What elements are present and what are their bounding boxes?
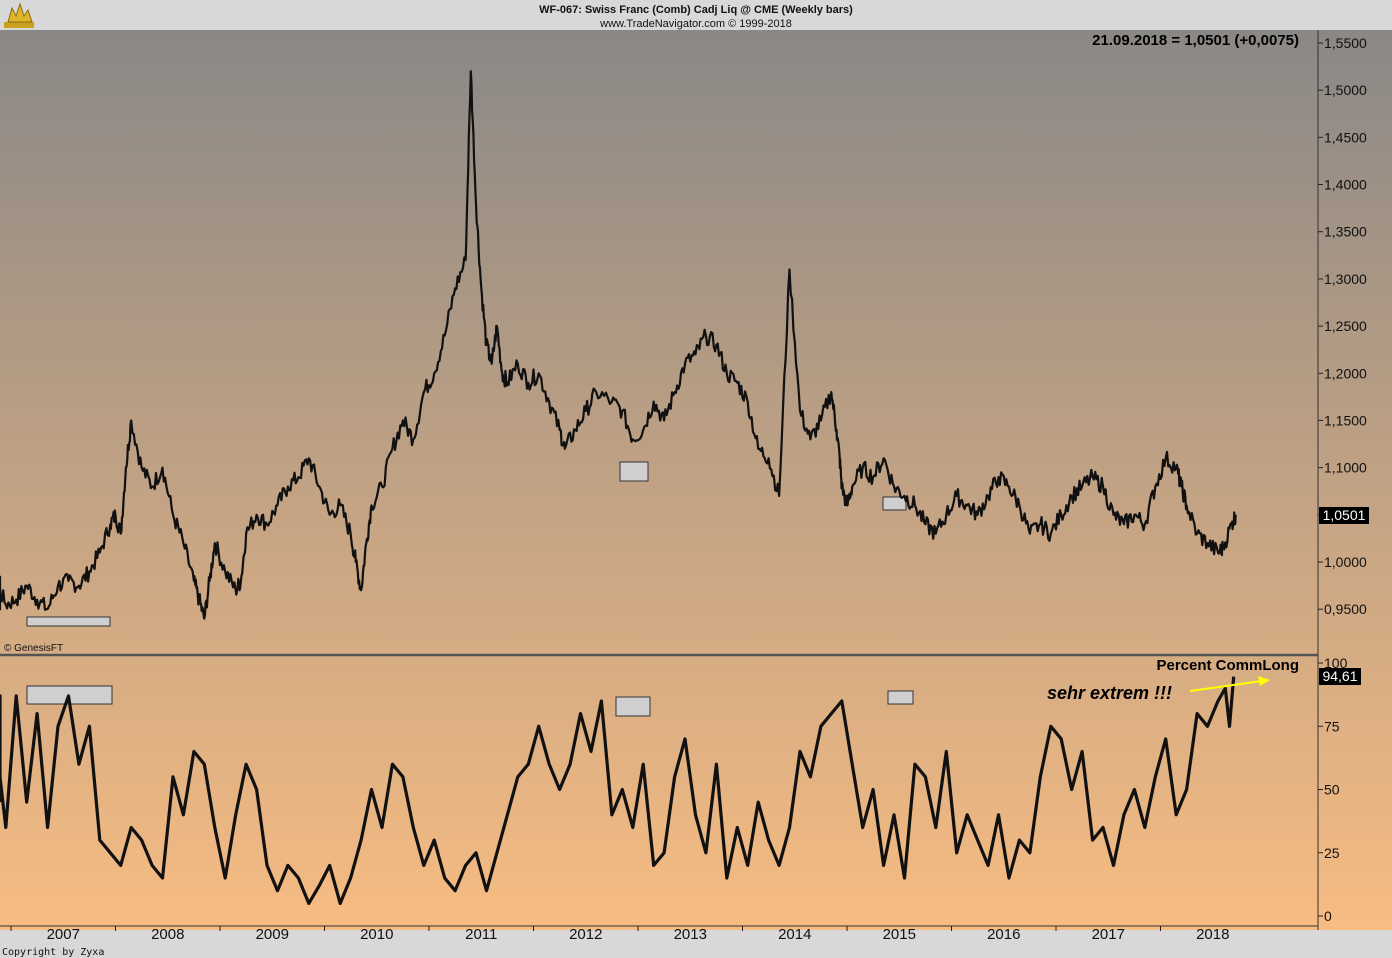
price-tick-label: 1,3500 <box>1324 224 1367 240</box>
x-tick-label: 2009 <box>256 926 289 943</box>
price-series <box>0 70 1237 620</box>
indicator-last-value: 94,61 <box>1322 668 1357 684</box>
chart-title: WF-067: Swiss Franc (Comb) Cadj Liq @ CM… <box>539 4 853 16</box>
indicator-tick-label: 0 <box>1324 908 1332 924</box>
x-tick-label: 2011 <box>465 926 497 943</box>
annotation-arrow-head-icon <box>1258 676 1270 686</box>
marker-box <box>615 696 651 717</box>
price-scale-background <box>1318 30 1392 930</box>
price-last-value-badge: 1,0501 <box>1319 507 1369 524</box>
x-tick-label: 2016 <box>987 926 1020 943</box>
chart-subtitle: www.TradeNavigator.com © 1999-2018 <box>599 18 792 30</box>
price-tick-label: 1,2500 <box>1324 318 1367 334</box>
price-tick-label: 1,3000 <box>1324 271 1367 287</box>
marker-box <box>882 496 907 511</box>
indicator-y-axis: 100 75 50 25 0 <box>1318 655 1348 924</box>
annotation-arrow <box>1189 676 1270 692</box>
x-tick-label: 2008 <box>151 926 184 943</box>
x-tick-label: 2015 <box>883 926 916 943</box>
highlight-markers <box>26 461 914 717</box>
indicator-tick-label: 75 <box>1324 718 1340 734</box>
indicator-last-value-badge: 94,61 <box>1319 668 1361 685</box>
footer-credit: Copyright by Zyxa <box>2 947 104 958</box>
title-bar <box>0 0 1392 30</box>
marker-box <box>619 461 649 482</box>
price-tick-label: 1,4000 <box>1324 177 1367 193</box>
marker-box <box>887 690 914 705</box>
indicator-tick-label: 25 <box>1324 845 1340 861</box>
last-price-label: 21.09.2018 = 1,0501 (+0,0075) <box>1092 32 1299 49</box>
price-tick-label: 1,1500 <box>1324 412 1367 428</box>
annotation-text: sehr extrem !!! <box>1047 683 1172 703</box>
trade-navigator-bull-icon <box>4 2 34 28</box>
indicator-last-value-box <box>1319 668 1361 685</box>
x-tick-label: 2014 <box>778 926 811 943</box>
x-tick-label: 2010 <box>360 926 393 943</box>
x-tick-label: 2018 <box>1196 926 1229 943</box>
price-tick-label: 1,0000 <box>1324 554 1367 570</box>
logo <box>4 2 34 28</box>
time-x-axis: 2007 2008 2009 2010 2011 2012 2013 2014 2015 2016… <box>10 926 1229 943</box>
price-tick-label: 0,9500 <box>1324 601 1367 617</box>
x-tick-label: 2012 <box>569 926 602 943</box>
indicator-tick-label: 50 <box>1324 782 1340 798</box>
data-credit: © GenesisFT <box>4 643 63 654</box>
marker-box <box>26 616 111 627</box>
price-tick-label: 1,4500 <box>1324 129 1367 145</box>
price-tick-label: 1,5000 <box>1324 82 1367 98</box>
price-tick-label: 1,2000 <box>1324 365 1367 381</box>
indicator-title: Percent CommLong <box>1156 657 1299 674</box>
indicator-series <box>0 676 1236 905</box>
x-tick-label: 2013 <box>674 926 707 943</box>
price-line <box>0 70 1237 620</box>
x-tick-label: 2007 <box>47 926 80 943</box>
x-tick-label: 2017 <box>1092 926 1125 943</box>
price-tick-label: 1,1000 <box>1324 460 1367 476</box>
price-last-value-box <box>1319 507 1369 524</box>
indicator-tick-label: 100 <box>1324 655 1348 671</box>
price-last-value: 1,0501 <box>1323 507 1366 523</box>
price-tick-label: 1,5500 <box>1324 35 1367 51</box>
annotation-arrow-line <box>1189 680 1263 692</box>
indicator-line <box>0 676 1236 905</box>
